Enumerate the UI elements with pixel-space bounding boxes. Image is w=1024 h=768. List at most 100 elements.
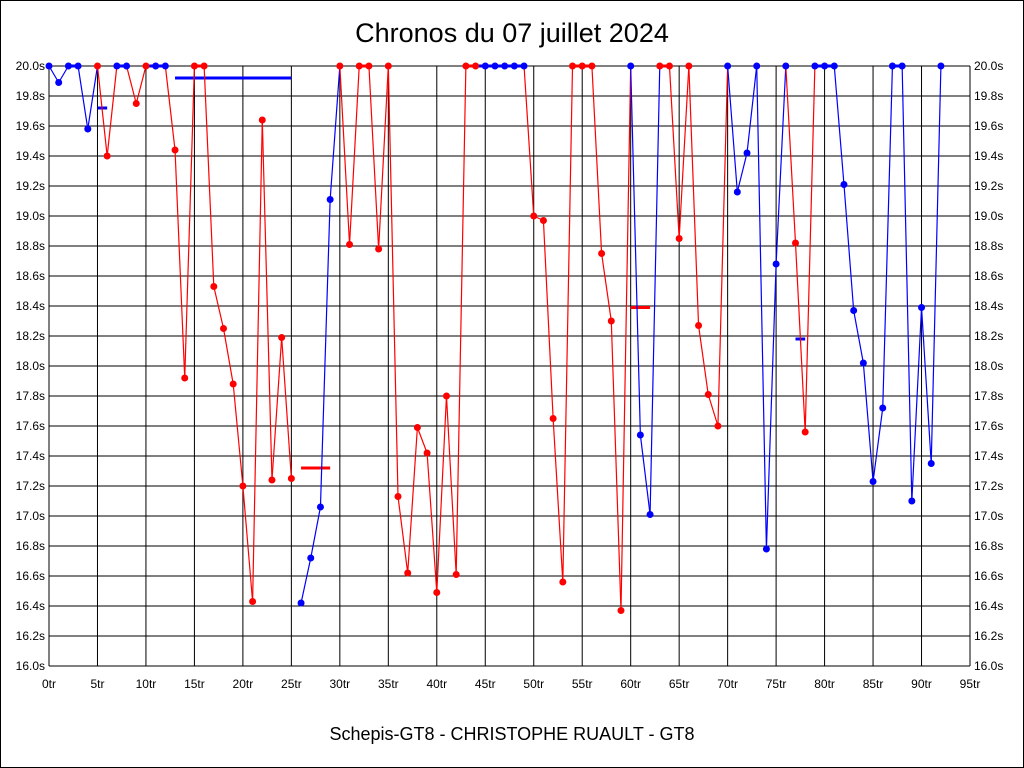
data-point [665, 62, 673, 70]
data-point [791, 239, 799, 247]
y-tick-label-right: 19.4s [974, 149, 1003, 163]
data-point [898, 62, 906, 70]
data-point [772, 260, 780, 268]
y-tick-label-right: 16.0s [974, 659, 1003, 673]
data-point [549, 415, 557, 422]
data-point [530, 212, 538, 220]
data-point [724, 62, 732, 70]
data-point [859, 359, 867, 367]
y-tick-label-left: 17.8s [16, 389, 45, 403]
data-point [695, 322, 703, 329]
y-tick-label-left: 17.6s [16, 419, 45, 433]
data-point [84, 125, 92, 133]
series-segment [213, 286, 225, 329]
data-point [423, 449, 431, 457]
y-tick-label-left: 18.4s [16, 299, 45, 313]
x-tick-label: 20tr [233, 677, 254, 691]
y-tick-label-right: 17.0s [974, 509, 1003, 523]
data-point [559, 578, 567, 586]
series-segment [281, 337, 292, 479]
y-tick-label-left: 16.8s [16, 539, 45, 553]
series-segment [542, 220, 554, 419]
series-segment [717, 65, 729, 427]
data-point [598, 250, 606, 257]
series-segment [601, 253, 612, 322]
series-segment [232, 383, 244, 487]
data-point [539, 217, 547, 224]
data-point [646, 511, 654, 518]
series-segment [610, 320, 622, 611]
x-tick-label: 55tr [572, 677, 593, 691]
x-tick-label: 60tr [620, 677, 641, 691]
y-tick-label-left: 18.8s [16, 239, 45, 253]
data-point [491, 62, 499, 70]
x-tick-label: 85tr [863, 677, 884, 691]
data-point [685, 62, 693, 70]
data-point [365, 62, 373, 70]
y-tick-label-right: 18.0s [974, 359, 1003, 373]
data-point [249, 598, 257, 605]
data-point [850, 307, 858, 314]
series-segment [368, 65, 380, 250]
y-tick-label-left: 19.4s [16, 149, 45, 163]
series-segment [174, 149, 186, 379]
data-point [171, 146, 179, 154]
series-segment [96, 65, 108, 157]
x-tick-label: 35tr [378, 677, 399, 691]
data-point [937, 62, 945, 70]
series-segment [106, 65, 118, 157]
x-tick-label: 80tr [814, 677, 835, 691]
data-point [132, 100, 140, 107]
series-segment [135, 65, 147, 104]
x-tick-label: 15tr [184, 677, 205, 691]
y-tick-label-right: 19.0s [974, 209, 1003, 223]
data-point [520, 62, 528, 70]
series-segment [397, 496, 409, 574]
data-point [229, 380, 237, 388]
y-tick-label-left: 18.6s [16, 269, 45, 283]
y-tick-label-right: 16.2s [974, 629, 1003, 643]
y-tick-label-right: 19.2s [974, 179, 1003, 193]
series-segment [77, 65, 89, 130]
data-point [316, 503, 324, 511]
series-segment [775, 65, 787, 265]
data-point [190, 62, 198, 70]
data-point [578, 62, 586, 70]
series-segment [727, 65, 738, 193]
series-segment [639, 434, 651, 515]
x-tick-label: 95tr [960, 677, 981, 691]
data-point [762, 545, 770, 553]
y-tick-label-right: 18.6s [974, 269, 1003, 283]
series-segment [300, 557, 312, 604]
series-segment [407, 427, 418, 574]
data-point [55, 79, 63, 86]
y-tick-label-left: 20.0s [16, 59, 45, 73]
data-point [123, 62, 131, 70]
data-point [627, 62, 635, 70]
x-tick-label: 70tr [717, 677, 738, 691]
series-segment [707, 394, 719, 427]
data-point [93, 62, 101, 70]
y-tick-label-left: 19.6s [16, 119, 45, 133]
data-point [588, 62, 596, 70]
data-point [714, 422, 722, 430]
series-segment [348, 65, 360, 245]
y-tick-label-left: 17.2s [16, 479, 45, 493]
series-segment [242, 485, 254, 602]
data-point [811, 62, 819, 70]
data-point [384, 62, 392, 70]
series-segment [930, 65, 942, 464]
series-segment [794, 242, 806, 433]
series-segment [562, 65, 574, 583]
y-tick-label-left: 18.2s [16, 329, 45, 343]
y-tick-label-right: 17.8s [974, 389, 1003, 403]
data-point [258, 116, 266, 124]
series-segment [872, 407, 884, 482]
series-segment [339, 65, 351, 245]
data-point [200, 62, 208, 70]
data-point [510, 62, 518, 70]
data-point [472, 62, 480, 70]
y-tick-label-right: 17.2s [974, 479, 1003, 493]
series-segment [329, 65, 341, 200]
